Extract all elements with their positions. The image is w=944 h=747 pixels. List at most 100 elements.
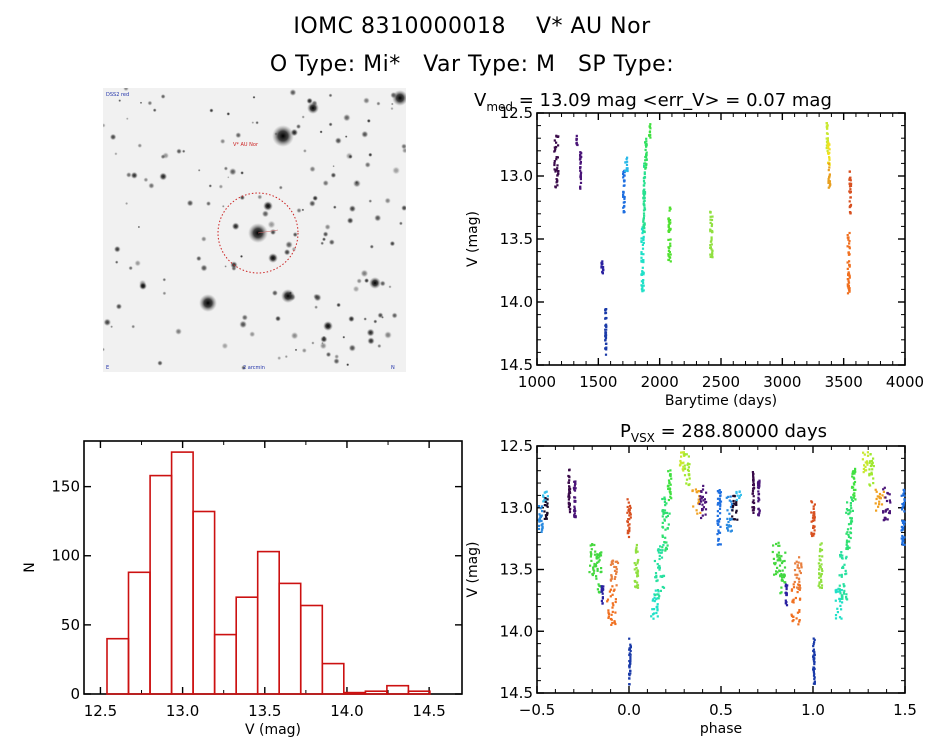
data-point — [661, 510, 664, 513]
data-point — [798, 619, 801, 622]
data-point — [812, 666, 815, 669]
star — [360, 269, 369, 278]
data-point — [812, 655, 815, 658]
data-point — [596, 553, 599, 556]
data-point — [757, 513, 760, 516]
data-point — [828, 176, 831, 179]
data-point — [628, 674, 631, 677]
histogram-bar — [192, 510, 216, 695]
data-point — [812, 511, 815, 515]
data-point — [827, 177, 830, 180]
data-point — [640, 284, 643, 287]
data-point — [812, 660, 816, 663]
data-point — [751, 509, 754, 512]
data-point — [651, 608, 654, 611]
data-point — [579, 166, 582, 169]
data-point — [752, 476, 755, 479]
data-point — [839, 604, 842, 607]
data-point — [798, 584, 801, 587]
data-point — [567, 501, 570, 504]
data-point — [662, 586, 666, 589]
data-point — [568, 469, 571, 472]
data-point — [657, 597, 660, 600]
data-point — [643, 177, 646, 180]
data-point — [648, 125, 651, 128]
data-point — [735, 503, 738, 506]
data-point — [605, 325, 608, 328]
data-point — [812, 669, 815, 672]
histogram-bar — [299, 604, 324, 695]
data-point — [627, 501, 630, 504]
data-point — [668, 222, 671, 225]
data-point — [599, 552, 602, 555]
data-point — [616, 561, 620, 565]
data-point — [643, 184, 646, 187]
data-point — [554, 169, 557, 172]
data-point — [699, 495, 702, 498]
data-point — [846, 234, 849, 237]
data-point — [629, 645, 632, 649]
data-points — [537, 451, 906, 686]
data-point — [736, 494, 739, 497]
data-point — [622, 176, 625, 179]
data-point — [782, 576, 786, 579]
data-point — [845, 547, 848, 550]
data-point — [557, 172, 560, 175]
data-point — [645, 158, 648, 161]
data-point — [780, 561, 784, 565]
data-point — [669, 221, 672, 224]
data-point — [602, 269, 605, 272]
data-point — [853, 492, 856, 495]
data-point — [623, 180, 626, 183]
data-point — [878, 500, 881, 503]
data-point — [640, 251, 643, 254]
data-point — [643, 203, 646, 206]
data-point — [622, 201, 625, 204]
data-point — [644, 155, 647, 159]
data-point — [641, 284, 644, 287]
star — [241, 314, 248, 321]
star — [125, 117, 129, 121]
data-point — [667, 258, 670, 261]
data-point — [600, 567, 603, 570]
data-point — [797, 586, 800, 589]
data-point — [798, 570, 801, 573]
data-point — [628, 672, 631, 675]
data-point — [546, 498, 549, 501]
data-point — [643, 206, 646, 210]
data-point — [903, 543, 906, 546]
star — [321, 237, 327, 242]
data-point — [810, 532, 813, 536]
data-point — [666, 514, 669, 517]
point-cluster — [874, 488, 886, 512]
data-point — [655, 576, 658, 579]
x-axis-label: V (mag) — [245, 722, 301, 738]
data-point — [628, 528, 631, 531]
data-point — [711, 249, 714, 252]
data-point — [590, 552, 593, 555]
data-point — [629, 655, 632, 659]
data-point — [901, 538, 904, 541]
data-point — [643, 194, 646, 197]
point-cluster — [628, 637, 632, 686]
data-point — [711, 249, 714, 252]
data-point — [882, 511, 885, 514]
data-point — [709, 244, 712, 247]
data-point — [628, 637, 631, 640]
data-point — [784, 591, 787, 595]
data-point — [813, 654, 816, 657]
data-point — [640, 228, 644, 231]
data-point — [643, 171, 646, 174]
point-cluster — [642, 162, 647, 234]
data-point — [670, 497, 673, 500]
data-point — [568, 490, 571, 493]
data-point — [902, 492, 905, 495]
point-cluster — [588, 543, 597, 577]
data-point — [607, 609, 610, 612]
data-point — [717, 529, 720, 532]
data-point — [775, 542, 778, 546]
data-point — [841, 565, 845, 568]
data-point — [870, 471, 873, 474]
data-point — [623, 210, 626, 214]
data-point — [635, 550, 638, 553]
